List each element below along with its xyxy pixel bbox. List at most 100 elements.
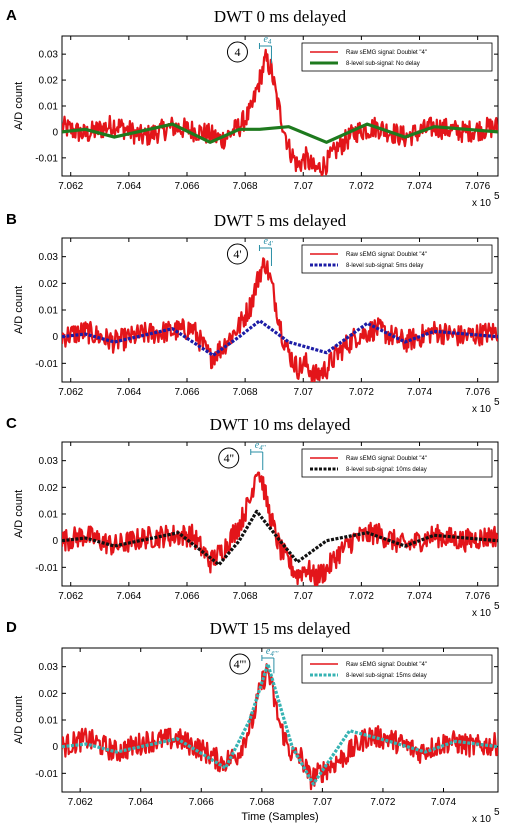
peak-circle [226,41,248,63]
y-tick-label: 0.03 [39,456,59,467]
x-tick-label: 7.064 [116,591,141,602]
legend-entry: Raw sEMG signal: Doublet "4" [346,50,427,56]
series-line-green [62,122,498,144]
x-tick-label: 7.07 [294,591,314,602]
panel-title: DWT 0 ms delayed [214,7,347,26]
y-axis-label: A/D count [13,286,25,334]
x-tick-label: 7.062 [58,591,83,602]
panel-title: DWT 15 ms delayed [210,619,351,638]
x-multiplier: x 10 [472,814,491,825]
x-tick-label: 7.07 [294,387,314,398]
x-multiplier: x 10 [472,404,491,415]
x-tick-label: 7.064 [116,387,141,398]
panel-b: B DWT 5 ms delayed 0.03 0.02 0.01 0 -0.01 7.062… [6,211,500,415]
legend: Raw sEMG signal: Doublet "4" 8-level sub-… [301,654,493,684]
legend: Raw sEMG signal: Doublet "4" 8-level sub-… [301,244,493,274]
x-tick-label: 7.07 [294,181,314,192]
legend-entry: 8-level sub-signal: 10ms delay [346,467,427,473]
y-tick-label: 0.01 [39,510,59,521]
x-tick-label: 7.062 [58,387,83,398]
x-tick-label: 7.07 [313,797,333,808]
y-tick-label: 0.02 [39,279,59,290]
y-tick-label: -0.01 [35,359,58,370]
x-tick-label: 7.072 [370,797,395,808]
x-tick-label: 7.076 [465,387,490,398]
legend-box [301,448,493,478]
x-tick-label: 7.066 [174,591,199,602]
legend-entry: 8-level sub-signal: 15ms delay [346,673,427,679]
series-line-raw [62,663,498,791]
panel-d: D DWT 15 ms delayed 0.03 0.02 0.01 0 -0.01 7.06… [6,619,500,825]
peak-circle-label: 4 [234,45,240,59]
y-tick-label: 0.01 [39,102,59,113]
x-multiplier-exponent: 5 [494,191,500,202]
x-tick-label: 7.066 [189,797,214,808]
series-group [62,471,498,586]
series-line-blue [62,319,498,357]
panel-label: C [6,415,17,432]
y-tick-label: 0 [52,742,58,753]
series-group [62,257,498,382]
x-tick-label: 7.064 [128,797,153,808]
x-tick-label: 7.066 [174,181,199,192]
legend-entry: 8-level sub-signal: No delay [346,61,420,67]
x-multiplier: x 10 [472,608,491,619]
x-tick-label: 7.072 [349,591,374,602]
y-tick-label: 0.02 [39,483,59,494]
series-line-black [62,509,498,567]
peak-circle [229,653,251,675]
y-tick-label: 0.03 [39,252,59,263]
y-tick-label: 0.03 [39,50,59,61]
peak-circle [226,243,248,265]
x-tick-label: 7.068 [233,387,258,398]
y-tick-label: 0 [52,536,58,547]
x-tick-label: 7.072 [349,181,374,192]
legend-box [301,244,493,274]
y-tick-label: -0.01 [35,563,58,574]
legend-box [301,42,493,72]
legend-box [301,654,493,684]
legend-entry: Raw sEMG signal: Doublet "4" [346,456,427,462]
panel-label: B [6,211,17,228]
panel-c: C DWT 10 ms delayed 0.03 0.02 0.01 0 -0.01 7.06… [6,415,500,619]
x-multiplier: x 10 [472,198,491,209]
x-tick-label: 7.076 [465,181,490,192]
x-tick-label: 7.068 [249,797,274,808]
peak-annotation: 4'''e4''' [229,646,279,675]
y-tick-label: 0.02 [39,76,59,87]
e-label: e4' [263,236,273,248]
legend: Raw sEMG signal: Doublet "4" 8-level sub-… [301,42,493,72]
peak-circle-label: 4'' [224,451,234,465]
x-multiplier-exponent: 5 [494,807,500,818]
panel-title: DWT 5 ms delayed [214,211,347,230]
y-tick-label: 0 [52,332,58,343]
x-tick-label: 7.074 [407,591,432,602]
panel-label: D [6,619,17,636]
legend-entry: Raw sEMG signal: Doublet "4" [346,252,427,258]
y-axis-label: A/D count [13,82,25,130]
y-tick-label: -0.01 [35,153,58,164]
x-tick-label: 7.074 [407,387,432,398]
peak-annotation: 4'e4' [226,236,273,266]
x-tick-label: 7.068 [233,181,258,192]
x-tick-label: 7.068 [233,591,258,602]
y-tick-label: 0.01 [39,716,59,727]
x-tick-label: 7.072 [349,387,374,398]
x-tick-label: 7.076 [465,591,490,602]
x-tick-label: 7.074 [431,797,456,808]
y-tick-label: 0.02 [39,689,59,700]
y-tick-label: 0 [52,127,58,138]
x-multiplier-exponent: 5 [494,397,500,408]
legend-entry: Raw sEMG signal: Doublet "4" [346,662,427,668]
panel-title: DWT 10 ms delayed [210,415,351,434]
peak-annotation: 4e4 [226,34,272,64]
x-tick-label: 7.074 [407,181,432,192]
e-subscript: 4''' [270,650,278,658]
series-group [62,662,498,791]
x-multiplier-exponent: 5 [494,601,500,612]
e-subscript: 4 [268,38,272,46]
e-subscript: 4' [268,240,274,248]
peak-circle-label: 4''' [234,657,247,671]
series-group [62,48,498,176]
